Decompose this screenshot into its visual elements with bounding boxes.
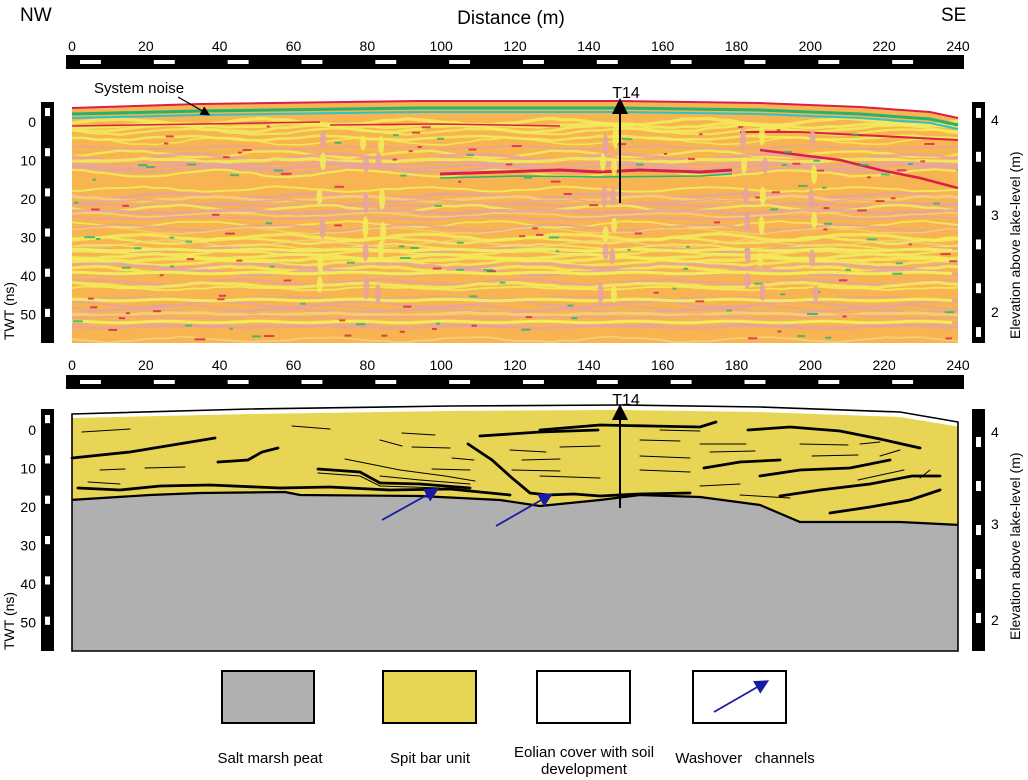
legend-swatch-spit-bar [382,670,477,724]
distance-tick-label: 160 [651,357,675,373]
elevation-tick-label: 4 [991,424,999,440]
distance-axis-title: Distance (m) [457,8,565,29]
elevation-scale-bar-bottom [972,409,985,651]
distance-tick-label: 0 [68,357,76,373]
distance-tick-label: 20 [138,38,154,54]
system-noise-label: System noise [94,80,184,97]
distance-ticks-top: 0 20 40 60 80 100 120 140 160 180 200 220 240 [68,38,970,54]
radar-surface-green [71,106,959,127]
twt-scale-bar-top [41,102,54,343]
elevation-axis-title-top: Elevation above lake-level (m) [1007,151,1023,339]
spit-bar-unit [72,410,958,525]
distance-tick-label: 100 [429,38,453,54]
distance-tick-label: 60 [286,357,302,373]
distance-tick-label: 200 [799,357,823,373]
distance-tick-label: 80 [360,38,376,54]
washover-arrow-2 [495,493,554,527]
section-outline [71,404,959,652]
twt-tick-label: 0 [28,114,36,130]
twt-tick-label: 40 [20,268,36,284]
twt-tick-label: 20 [20,191,36,207]
elevation-tick-label: 2 [991,612,999,628]
radar-surface-red [71,100,959,119]
twt-tick-label: 10 [20,153,36,169]
legend-swatch-eolian [536,670,631,724]
legend-label-eolian: Eolian cover with soil development [513,744,655,778]
distance-tick-label: 20 [138,357,154,373]
twt-tick-label: 30 [20,538,36,554]
distance-ticks-bottom: 0 20 40 60 80 100 120 140 160 180 200 220 240 [68,357,970,373]
distance-tick-label: 40 [212,357,228,373]
distance-tick-label: 180 [725,357,749,373]
twt-tick-label: 0 [28,422,36,438]
distance-tick-label: 120 [503,38,527,54]
elevation-ticks-bottom: 4 3 2 [991,424,999,628]
distance-tick-label: 240 [946,357,970,373]
elevation-tick-label: 3 [991,516,999,532]
radar-surface-cyan [71,111,959,130]
distance-scale-bar-bottom [66,375,964,389]
distance-tick-label: 80 [360,357,376,373]
distance-tick-label: 220 [872,357,896,373]
distance-tick-label: 0 [68,38,76,54]
distance-tick-label: 100 [429,357,453,373]
distance-tick-label: 200 [799,38,823,54]
distance-tick-label: 120 [503,357,527,373]
distance-tick-label: 180 [725,38,749,54]
elevation-tick-label: 2 [991,304,999,320]
distance-scale-bar-top [66,55,964,69]
twt-axis-title-bottom: TWT (ns) [1,592,17,650]
se-label: SE [941,5,966,26]
elevation-scale-bar-top [972,102,985,343]
legend-label-spit-bar: Spit bar unit [389,750,471,767]
interpreted-section [72,405,958,651]
legend-label-peat: Salt marsh peat [217,750,323,767]
legend-swatch-peat [221,670,315,724]
twt-scale-bar-bottom [41,409,54,651]
distance-tick-label: 140 [577,38,601,54]
salt-marsh-peat-unit [72,492,958,651]
elevation-tick-label: 4 [991,112,999,128]
distance-tick-label: 60 [286,38,302,54]
twt-tick-label: 20 [20,499,36,515]
twt-tick-label: 30 [20,230,36,246]
radar-section [72,101,958,343]
t14-label-bottom: T14 [612,392,640,409]
elevation-ticks-top: 4 3 2 [991,112,999,320]
minor-reflectors [81,425,931,499]
elevation-axis-title-bottom: Elevation above lake-level (m) [1007,452,1023,640]
twt-axis-title-top: TWT (ns) [1,282,17,340]
distance-tick-label: 240 [946,38,970,54]
distance-tick-label: 160 [651,38,675,54]
t14-label-top: T14 [612,85,640,102]
distance-tick-label: 40 [212,38,228,54]
twt-tick-label: 50 [20,307,36,323]
twt-tick-label: 50 [20,615,36,631]
distance-tick-label: 140 [577,357,601,373]
twt-tick-label: 10 [20,461,36,477]
major-reflectors [70,420,942,515]
system-noise-arrow [177,96,211,116]
elevation-tick-label: 3 [991,207,999,223]
twt-ticks-top: 0 10 20 30 40 50 [20,114,36,323]
twt-tick-label: 40 [20,576,36,592]
washover-arrow-1 [381,488,440,521]
legend-label-washover: Washover channels [675,750,815,767]
distance-tick-label: 220 [872,38,896,54]
legend-washover-arrow-icon [713,680,770,713]
twt-ticks-bottom: 0 10 20 30 40 50 [20,422,36,631]
nw-label: NW [20,5,52,26]
